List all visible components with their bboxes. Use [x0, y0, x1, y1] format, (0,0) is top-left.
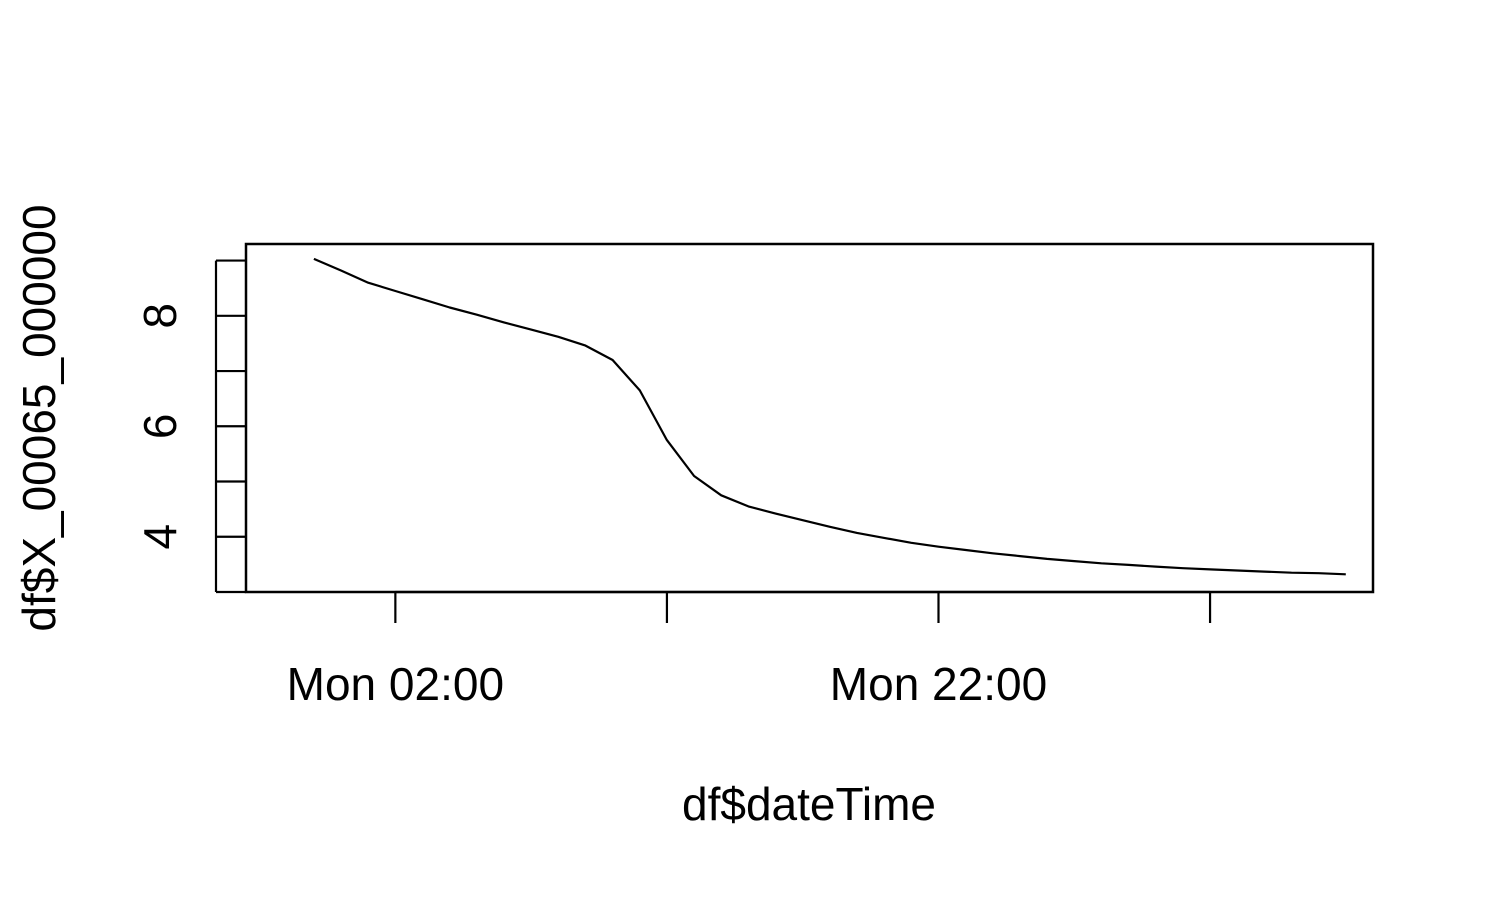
y-tick-label: 6	[134, 413, 186, 439]
x-axis: Mon 02:00 Mon 22:00	[287, 590, 1212, 710]
x-axis-title: df$dateTime	[682, 778, 936, 830]
y-axis-title: df$X_00065_000000	[13, 204, 65, 631]
x-tick-label: Mon 22:00	[830, 658, 1047, 710]
series-line	[313, 257, 1346, 576]
y-tick-label: 4	[134, 524, 186, 550]
x-tick-label: Mon 02:00	[287, 658, 504, 710]
y-axis: 4 6 8	[134, 259, 246, 594]
y-tick-label: 8	[134, 303, 186, 329]
